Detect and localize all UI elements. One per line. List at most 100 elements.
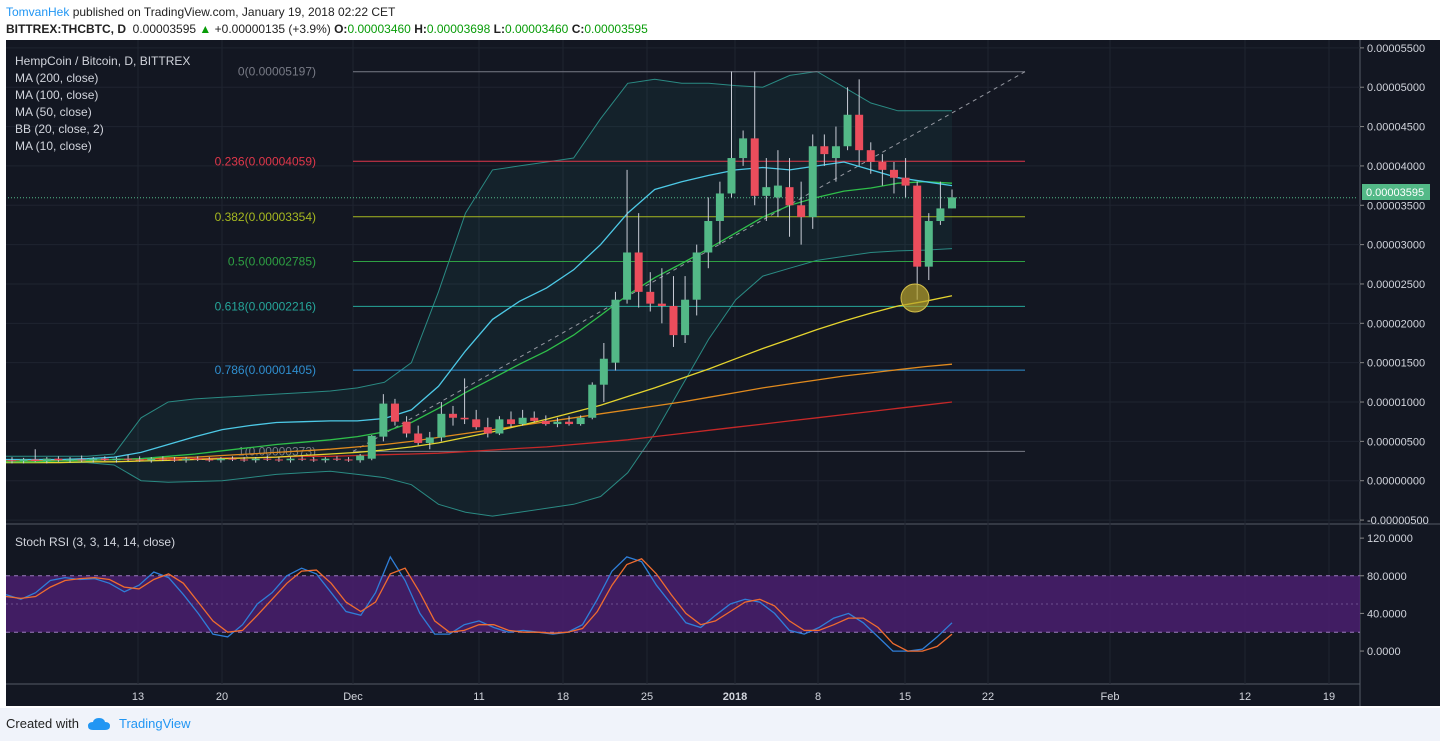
candle-body <box>460 417 469 420</box>
y-tick-label: 0.00001500 <box>1367 358 1425 370</box>
y-tick-label: 0.00005000 <box>1367 82 1425 94</box>
ma10-line <box>6 161 953 461</box>
publish-header: TomvanHek published on TradingView.com, … <box>0 0 1440 40</box>
time-axis-bg <box>6 684 1360 706</box>
low-value: 0.00003460 <box>504 22 569 36</box>
candle-body <box>251 458 260 461</box>
candle-body <box>158 458 167 460</box>
candle-body <box>182 458 191 461</box>
legend-ma10: MA (10, close) <box>15 139 92 153</box>
candle-body <box>390 403 399 422</box>
candle-body <box>773 185 782 198</box>
candle-body <box>948 197 956 209</box>
candle-body <box>843 114 852 147</box>
ma50-line <box>6 295 953 464</box>
x-tick-label: 2018 <box>723 691 747 703</box>
candle-body <box>611 299 620 363</box>
candle-body <box>785 187 794 206</box>
candle-body <box>332 458 341 460</box>
candle-body <box>147 458 156 461</box>
candle-body <box>495 419 504 434</box>
candle-body <box>8 460 16 462</box>
author-link[interactable]: TomvanHek <box>6 5 70 19</box>
candle-body <box>19 459 28 462</box>
candle-body <box>31 459 40 462</box>
candle-body <box>367 435 376 459</box>
ohlc-line: BITTREX:THCBTC, D 0.00003595 ▲ +0.000001… <box>6 22 648 36</box>
low-label: L: <box>493 22 505 36</box>
fib-level-label: 0(0.00005197) <box>238 65 316 79</box>
y-tick-label: 0.00000500 <box>1367 436 1425 448</box>
candle-body <box>286 458 295 461</box>
candle-body <box>855 114 864 151</box>
bb-upper-line <box>6 70 952 457</box>
candle-body <box>530 417 539 421</box>
candle-body <box>739 138 748 159</box>
candle-body <box>240 459 249 461</box>
footer: Created with TradingView <box>6 716 191 731</box>
x-tick-label: Feb <box>1101 691 1120 703</box>
candle-body <box>634 252 643 292</box>
chart-area[interactable]: 0(0.00005197) 0.236(0.00004059) 0.382(0.00… <box>0 40 1440 708</box>
candle-body <box>588 384 597 418</box>
x-tick-label: Dec <box>343 691 363 703</box>
candle-body <box>820 146 829 155</box>
candle-body <box>309 459 318 461</box>
x-tick-label: 20 <box>216 691 228 703</box>
candle-body <box>913 185 922 267</box>
y-tick-label: 0.00004000 <box>1367 161 1425 173</box>
legend-ma200: MA (200, close) <box>15 71 98 85</box>
candle-body <box>321 458 330 461</box>
up-triangle-icon: ▲ <box>199 22 212 36</box>
candle-body <box>205 459 214 461</box>
close-label: C: <box>571 22 585 36</box>
y-tick-label: 0.00005500 <box>1367 43 1425 55</box>
candle-body <box>216 458 225 461</box>
publish-line: TomvanHek published on TradingView.com, … <box>6 5 395 19</box>
candle-body <box>669 306 678 336</box>
candle-body <box>425 437 434 443</box>
bb-fill <box>6 71 952 517</box>
candle-body <box>762 187 771 196</box>
close-value: 0.00003595 <box>584 22 648 36</box>
candle-body <box>483 427 492 434</box>
candle-body <box>42 458 51 462</box>
candle-body <box>518 417 527 425</box>
candle-body <box>715 193 724 222</box>
candle-body <box>170 459 179 461</box>
candle-body <box>193 458 202 460</box>
legend-ma50: MA (50, close) <box>15 105 92 119</box>
bb-lower-line <box>6 248 953 517</box>
candle-body <box>704 221 713 253</box>
change-value: +0.00000135 (+3.9%) <box>214 22 331 36</box>
y-tick-label: -0.00000500 <box>1367 515 1429 527</box>
ma100-line <box>6 363 953 462</box>
candle-body <box>448 413 457 418</box>
candle-body <box>112 458 121 461</box>
candle-body <box>379 403 388 437</box>
candle-body <box>599 358 608 385</box>
chart-svg[interactable]: 0(0.00005197) 0.236(0.00004059) 0.382(0.00… <box>0 40 1440 708</box>
x-tick-label: 11 <box>473 691 484 703</box>
candle-body <box>936 208 945 222</box>
tradingview-link[interactable]: TradingView <box>118 716 191 731</box>
candle-body <box>681 299 690 336</box>
candle-body <box>472 419 481 428</box>
candle-body <box>797 205 806 218</box>
candle-body <box>553 421 562 425</box>
fib-level-label: 0.236(0.00004059) <box>215 154 316 168</box>
y-tick-label: 0.00003000 <box>1367 240 1425 252</box>
candle-body <box>66 459 75 461</box>
candle-body <box>808 146 817 218</box>
x-tick-label: 18 <box>557 691 569 703</box>
candle-body <box>263 458 272 460</box>
x-tick-label: 19 <box>1323 691 1335 703</box>
candle-body <box>274 459 283 461</box>
candle-body <box>646 291 655 304</box>
candle-body <box>100 458 109 461</box>
fib-level-label: 1(0.00000373) <box>238 444 316 458</box>
legend-title: HempCoin / Bitcoin, D, BITTREX <box>15 54 190 68</box>
candle-body <box>623 252 632 300</box>
y-tick-label: 0.00004500 <box>1367 122 1425 134</box>
x-tick-label: 13 <box>132 691 144 703</box>
